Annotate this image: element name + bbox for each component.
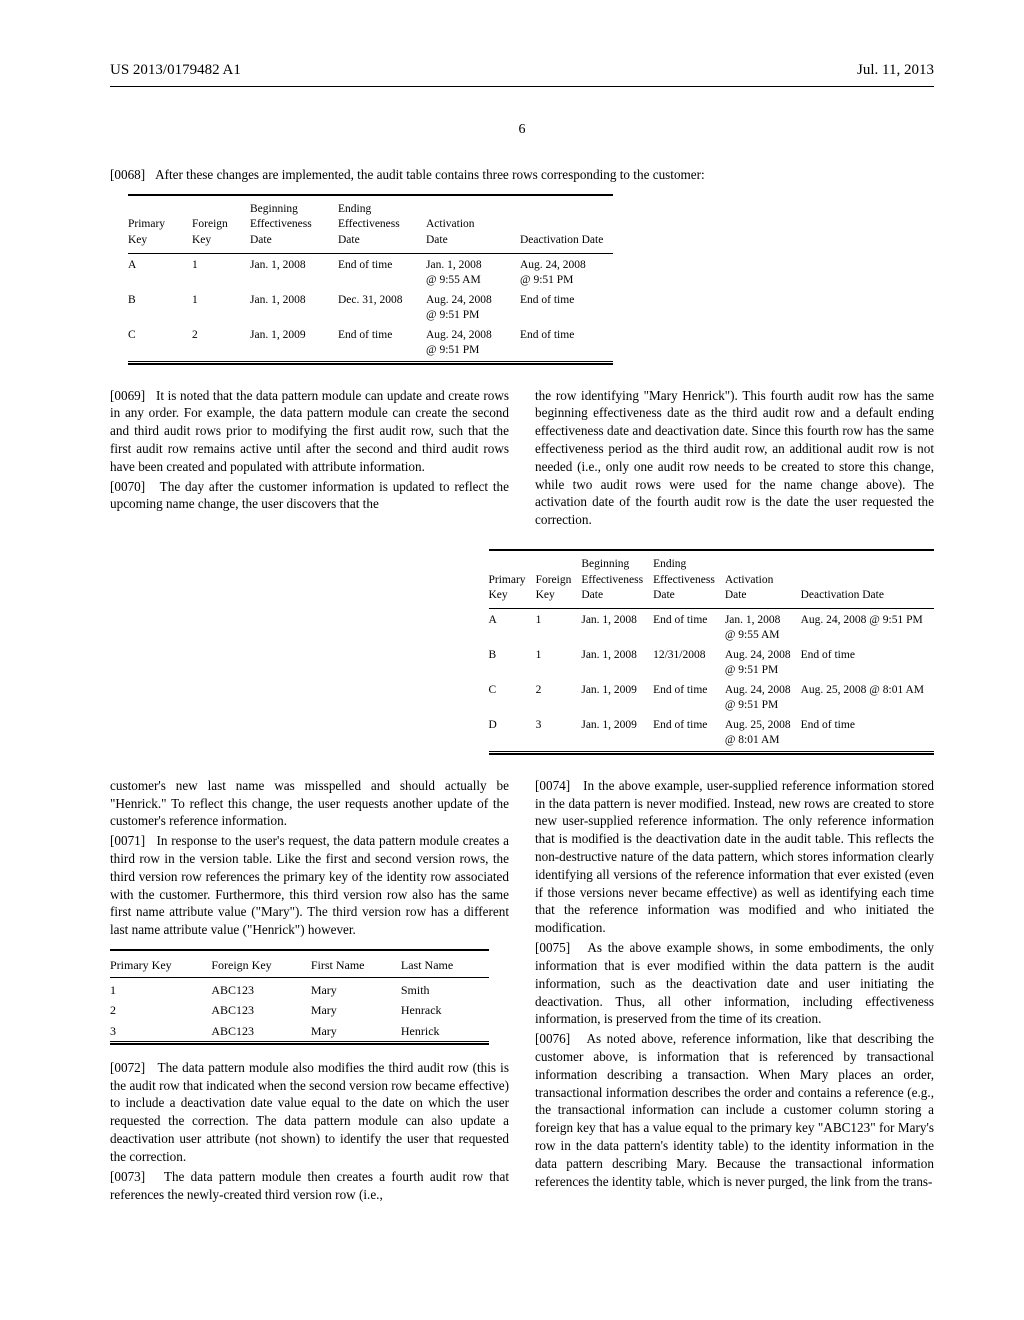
para-0070-right-text: the row identifying "Mary Henrick"). Thi… <box>535 387 934 530</box>
t1-h0: Primary Key <box>128 198 192 253</box>
right-col-1: the row identifying "Mary Henrick"). Thi… <box>535 387 934 532</box>
para-0072-text: The data pattern module also modifies th… <box>110 1060 509 1164</box>
para-0070-left-text: The day after the customer information i… <box>110 479 509 512</box>
table-row: B 1 Jan. 1, 2008 12/31/2008 Aug. 24, 200… <box>489 646 935 681</box>
audit-table-1: Primary Key Foreign Key BeginningEffecti… <box>128 194 613 365</box>
table-row: C 2 Jan. 1, 2009 End of time Aug. 24, 20… <box>489 681 935 716</box>
publication-number: US 2013/0179482 A1 <box>110 60 241 80</box>
para-0073-text: The data pattern module then creates a f… <box>110 1169 509 1202</box>
para-cont-text: customer's new last name was misspelled … <box>110 777 509 830</box>
t1-h3: EndingEffectivenessDate <box>338 198 426 253</box>
t1-h5: Deactivation Date <box>520 198 613 253</box>
t1-h4: ActivationDate <box>426 198 520 253</box>
t1-h2: BeginningEffectivenessDate <box>250 198 338 253</box>
column-block-1: [0069] It is noted that the data pattern… <box>110 387 934 532</box>
para-0076-text: As noted above, reference information, l… <box>535 1031 934 1189</box>
para-0071-text: In response to the user's request, the d… <box>110 833 509 937</box>
table-row: A 1 Jan. 1, 2008 End of time Jan. 1, 200… <box>128 256 613 291</box>
table-row: A 1 Jan. 1, 2008 End of time Jan. 1, 200… <box>489 611 935 646</box>
t1-h1: Foreign Key <box>192 198 250 253</box>
table-row: 1 ABC123 Mary Smith <box>110 980 489 1000</box>
left-col-1: [0069] It is noted that the data pattern… <box>110 387 509 532</box>
para-0069-text: It is noted that the data pattern module… <box>110 388 509 474</box>
right-col-2: [0074] In the above example, user-suppli… <box>535 777 934 1206</box>
para-0074-text: In the above example, user-supplied refe… <box>535 778 934 936</box>
audit-table-2: Primary Key Foreign Key BeginningEffecti… <box>489 549 935 755</box>
column-block-2: customer's new last name was misspelled … <box>110 777 934 1206</box>
version-table: Primary Key Foreign Key First Name Last … <box>110 949 489 1045</box>
page: US 2013/0179482 A1 Jul. 11, 2013 6 [0068… <box>0 0 1024 1320</box>
table-row: D 3 Jan. 1, 2009 End of time Aug. 25, 20… <box>489 716 935 752</box>
table-row: C 2 Jan. 1, 2009 End of time Aug. 24, 20… <box>128 326 613 362</box>
para-0068: [0068] After these changes are implement… <box>110 166 934 184</box>
table-row: 3 ABC123 Mary Henrick <box>110 1021 489 1042</box>
page-number: 6 <box>110 121 934 140</box>
page-header: US 2013/0179482 A1 Jul. 11, 2013 <box>110 60 934 87</box>
table-row: B 1 Jan. 1, 2008 Dec. 31, 2008 Aug. 24, … <box>128 291 613 326</box>
para-0068-text: After these changes are implemented, the… <box>155 167 705 182</box>
para-0075-text: As the above example shows, in some embo… <box>535 940 934 1026</box>
table-row: 2 ABC123 Mary Henrack <box>110 1000 489 1020</box>
publication-date: Jul. 11, 2013 <box>857 60 934 80</box>
left-col-2: customer's new last name was misspelled … <box>110 777 509 1206</box>
